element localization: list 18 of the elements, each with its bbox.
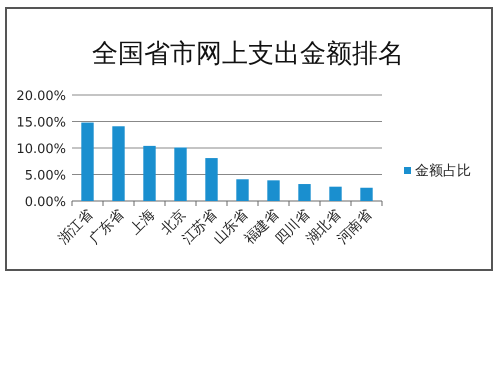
y-tick-label: 15.00% <box>16 116 66 130</box>
y-tick-label: 0.00% <box>24 195 66 210</box>
chart-title: 全国省市网上支出金额排名 <box>92 39 404 69</box>
bar <box>143 146 156 201</box>
y-tick-label: 10.00% <box>16 142 66 157</box>
bar <box>174 147 187 201</box>
bar <box>267 180 280 201</box>
y-tick-label: 20.00% <box>16 89 66 104</box>
bar <box>205 158 218 201</box>
bar <box>298 184 311 201</box>
bar <box>329 186 342 201</box>
x-tick-label: 上海 <box>127 206 158 238</box>
bar <box>112 126 125 201</box>
bar <box>360 188 373 201</box>
legend-label: 金额占比 <box>415 163 471 179</box>
y-tick-label: 5.00% <box>24 168 66 184</box>
bar <box>236 179 249 201</box>
bar <box>81 122 94 201</box>
